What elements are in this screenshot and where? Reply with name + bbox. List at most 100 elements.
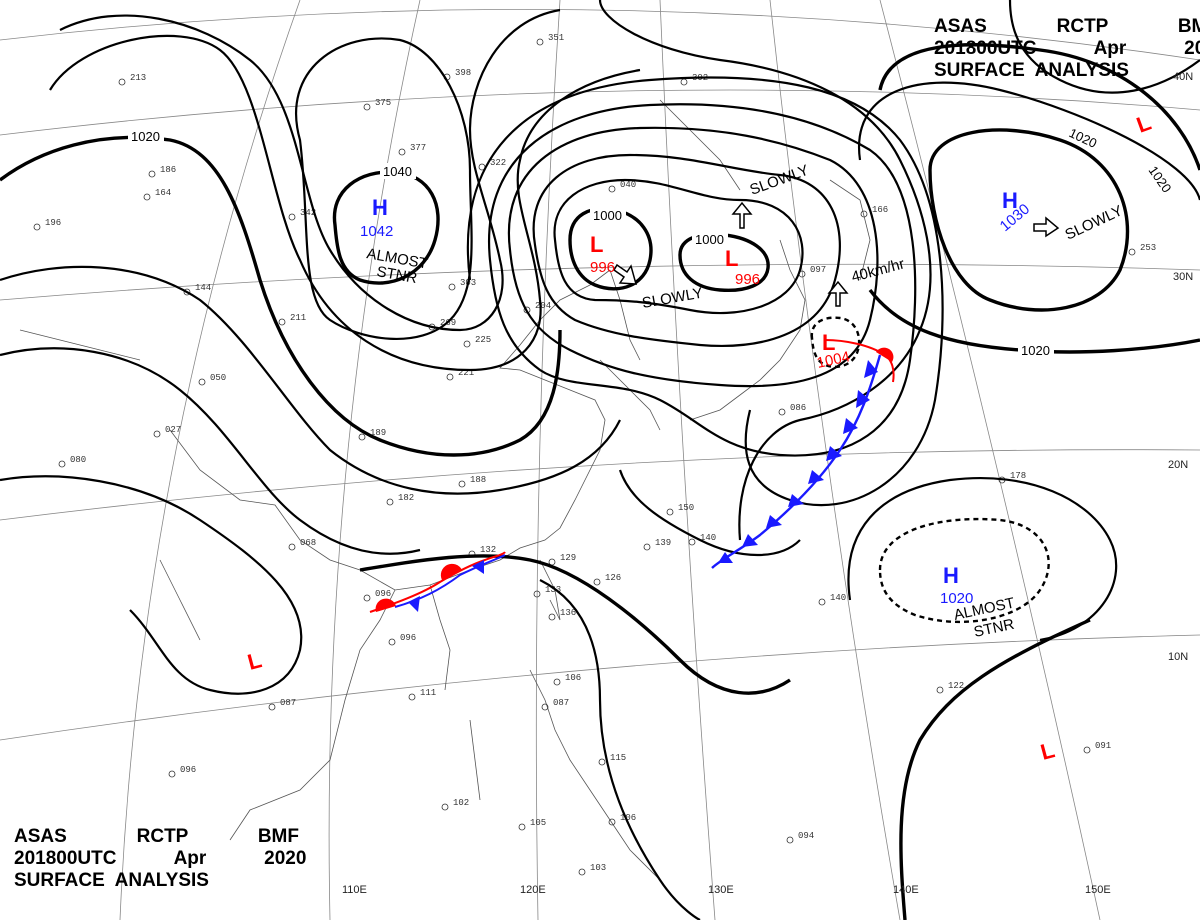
station-circle [518,823,526,831]
station-circle [860,210,868,218]
station-value: 129 [560,553,576,563]
isobar [618,469,801,556]
station-value: 132 [480,545,496,555]
isobar [0,265,621,495]
station-value: 087 [553,698,569,708]
cold-front-triangle [408,596,420,612]
lat-label: 40N [1173,71,1193,83]
station-value: 027 [165,425,181,435]
station-circle [463,340,471,348]
station-circle [680,78,688,86]
isobar [847,476,1118,642]
station-circle [363,103,371,111]
lon-label: 110E [342,884,367,896]
isobar-1040 [332,170,440,285]
station-value: 106 [565,673,581,683]
station-value: 189 [370,428,386,438]
isobar [507,126,879,388]
station-value: 375 [375,98,391,108]
low-center-symbol: L [725,246,738,271]
isobar-ne-1030 [928,128,1130,312]
isobar-label: 1040 [383,164,412,179]
station-circle [598,758,606,766]
station-value: 133 [545,585,561,595]
lon-label: 140E [893,884,919,896]
isobar [0,475,303,695]
isobar [598,0,932,541]
isobar [487,103,917,457]
station-value: 144 [195,283,211,293]
warm-front-semicircle [375,598,396,612]
low-center-symbol: L [590,232,603,257]
station-circle [33,223,41,231]
station-circle [448,283,456,291]
warm-front-semicircle [440,563,462,580]
isobar [532,153,841,347]
station-value: 091 [1095,741,1111,751]
station-circle [786,836,794,844]
station-value: 068 [300,538,316,548]
cold-front-triangle [826,446,842,461]
station-value: 096 [180,765,196,775]
station-value: 097 [810,265,826,275]
station-circle [593,578,601,586]
station-circle [268,703,276,711]
station-circle [666,508,674,516]
station-circle [441,803,449,811]
station-plots: 3513983752131861641963773223423032692252… [33,33,1156,876]
station-value: 139 [655,538,671,548]
station-circle [183,288,191,296]
station-circle [148,170,156,178]
station-value: 204 [535,301,551,311]
station-value: 080 [70,455,86,465]
isobar-label: 1000 [695,232,724,247]
cold-front-triangle [843,418,858,434]
station-value: 253 [1140,243,1156,253]
isobar [1008,0,1200,94]
station-value: 096 [375,589,391,599]
lat-label: 30N [1173,271,1193,283]
isobar-1004-dashed [810,316,861,369]
station-value: 178 [1010,471,1026,481]
isobar-1020-thick [0,135,562,457]
header-line-3: SURFACE ANALYSIS [934,60,1129,81]
station-value: 166 [872,205,888,215]
station-circle [553,678,561,686]
station-circle [688,538,696,546]
low-center-value: 1004 [815,348,851,372]
station-circle [398,148,406,156]
station-circle [548,613,556,621]
isobar [857,81,1200,201]
arrow-slowly-north [731,201,753,229]
station-circle [536,38,544,46]
cold-front-triangle [788,494,804,507]
station-value: 106 [620,813,636,823]
isobar [553,178,804,315]
slowly-label: SLOWLY [748,162,812,199]
station-value: 342 [300,208,316,218]
station-circle [818,598,826,606]
lon-label: 150E [1085,884,1111,896]
graticule-labels: 40N 30N 20N 10N 110E 120E 130E 140E 150E [342,71,1193,896]
station-circle [643,543,651,551]
fronts [369,339,895,613]
station-value: 140 [700,533,716,543]
station-circle [446,373,454,381]
station-value: 188 [470,475,486,485]
station-value: 040 [620,180,636,190]
station-circle [143,193,151,201]
station-value: 115 [610,753,626,763]
coastlines [19,99,871,881]
station-value: 103 [590,863,606,873]
isobar-label: 1020 [1021,343,1050,358]
isobar-label: 1000 [593,208,622,223]
high-center-value: 1042 [360,223,393,240]
map-header-bottom-left: ASAS RCTP BMF 201800UTC Apr 2020 SURFACE… [14,826,306,892]
low-center-symbol: L [1133,110,1154,138]
low-center-value: 996 [590,259,615,276]
low-center-symbol: L [1038,737,1057,765]
station-value: 094 [798,831,814,841]
header-line-2: 201800UTC Apr 2020 [934,38,1200,59]
station-circle [386,498,394,506]
